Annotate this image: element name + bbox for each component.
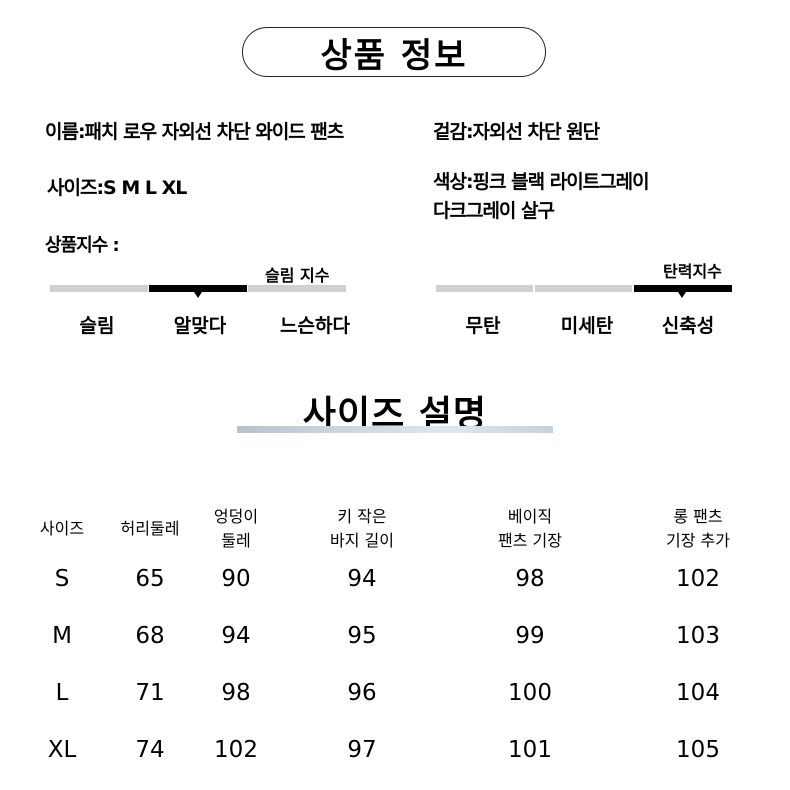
elastic-bar-segment-1 xyxy=(436,285,533,292)
size-table-cell: 98 xyxy=(515,566,545,592)
elastic-marker-icon xyxy=(678,292,686,298)
product-colors-line1: 색상:핑크 블랙 라이트그레이 xyxy=(433,171,650,193)
size-table-cell: M xyxy=(52,623,72,649)
size-table-header-line: 팬츠 기장 xyxy=(498,531,562,550)
slim-bar-segment-3 xyxy=(248,285,346,292)
size-table-header-line: 사이즈 xyxy=(39,519,85,538)
product-name: 이름:패치 로우 자외선 차단 와이드 팬츠 xyxy=(45,121,344,143)
slim-level-2: 알맞다 xyxy=(173,315,227,337)
slim-bar-segment-2 xyxy=(149,285,247,292)
size-table-cell: L xyxy=(55,680,69,706)
size-table-cell: 101 xyxy=(508,737,552,763)
product-info-title: 상품 정보 xyxy=(320,35,468,76)
size-table-header-line: 키 작은 xyxy=(337,507,387,526)
elastic-level-2: 미세탄 xyxy=(560,315,614,337)
size-table-cell: 68 xyxy=(135,623,165,649)
size-table-cell: 100 xyxy=(508,680,552,706)
size-table-cell: 94 xyxy=(221,623,251,649)
slim-level-3: 느슨하다 xyxy=(280,315,350,337)
product-index-label: 상품지수 : xyxy=(45,235,120,256)
size-table-cell: 97 xyxy=(347,737,377,763)
size-table-cell: 103 xyxy=(676,623,720,649)
slim-bar-segment-1 xyxy=(50,285,148,292)
elastic-bar-segment-3 xyxy=(634,285,732,292)
size-table-cell: 105 xyxy=(676,737,720,763)
slim-level-1: 슬림 xyxy=(79,315,115,337)
size-table-header-line: 기장 추가 xyxy=(666,531,730,550)
elastic-level-3: 신축성 xyxy=(661,315,715,337)
size-table-cell: S xyxy=(54,566,70,592)
product-fabric: 겉감:자외선 차단 원단 xyxy=(433,121,600,143)
size-table-cell: 71 xyxy=(135,680,165,706)
size-table-header: 사이즈 xyxy=(40,517,84,541)
size-table-header-line: 허리둘레 xyxy=(120,519,180,538)
size-table-header-line: 엉덩이 xyxy=(213,507,259,526)
size-table-cell: 90 xyxy=(221,566,251,592)
size-table-cell: 102 xyxy=(214,737,258,763)
elastic-bar-segment-2 xyxy=(535,285,632,292)
slim-marker-icon xyxy=(194,292,202,298)
product-sizes: 사이즈:S M L XL xyxy=(47,177,187,199)
size-table-cell: 94 xyxy=(347,566,377,592)
size-table-header-line: 둘레 xyxy=(221,531,251,550)
size-table-cell: XL xyxy=(47,737,77,763)
size-table-cell: 98 xyxy=(221,680,251,706)
elastic-level-1: 무탄 xyxy=(465,315,501,337)
size-table-header-line: 바지 길이 xyxy=(330,531,394,550)
size-table-cell: 95 xyxy=(347,623,377,649)
size-table-header-line: 베이직 xyxy=(507,507,553,526)
size-table-cell: 102 xyxy=(676,566,720,592)
size-table-cell: 104 xyxy=(676,680,720,706)
size-table-cell: 65 xyxy=(135,566,165,592)
size-table-header: 허리둘레 xyxy=(121,517,180,541)
size-table-cell: 96 xyxy=(347,680,377,706)
product-info-title-pill: 상품 정보 xyxy=(242,27,546,77)
elastic-index-label: 탄력지수 xyxy=(663,262,722,281)
size-guide-underline xyxy=(237,426,553,433)
product-colors-line2: 다크그레이 살구 xyxy=(433,200,555,222)
size-table-cell: 99 xyxy=(515,623,545,649)
slim-index-label: 슬림 지수 xyxy=(265,266,330,285)
size-table-cell: 74 xyxy=(135,737,165,763)
size-table-header-line: 롱 팬츠 xyxy=(673,507,723,526)
